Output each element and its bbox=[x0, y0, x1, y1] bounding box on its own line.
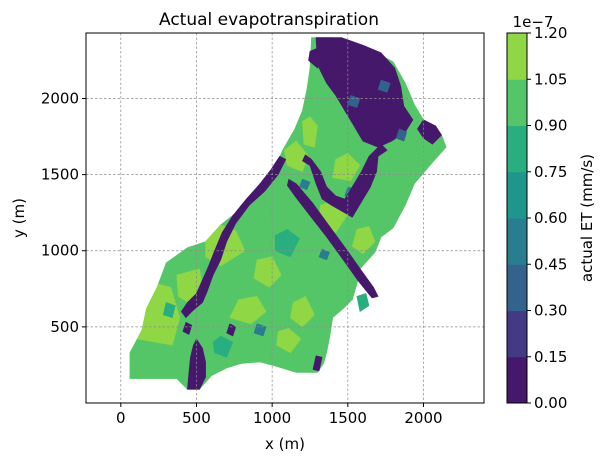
colorbar-band-0 bbox=[507, 356, 527, 404]
colorbar-tick-label-8: 1.20 bbox=[534, 24, 567, 42]
plot-frame bbox=[85, 32, 485, 404]
colorbar-tick-label-0: 0.00 bbox=[534, 394, 567, 412]
y-tick-label-3: 2000 bbox=[41, 89, 79, 107]
y-axis-label: y (m) bbox=[10, 198, 28, 238]
colorbar-tick-label-6: 0.90 bbox=[534, 117, 567, 135]
colorbar-tick-label-7: 1.05 bbox=[534, 70, 567, 88]
x-tick-label-1: 500 bbox=[182, 409, 211, 427]
contour-region-34 bbox=[395, 128, 408, 142]
colorbar-band-6 bbox=[507, 79, 527, 126]
contour-region-10 bbox=[283, 140, 309, 172]
contour-region-29 bbox=[182, 321, 193, 335]
contour-region-33 bbox=[377, 79, 391, 93]
colorbar-tick-label-5: 0.75 bbox=[534, 163, 567, 181]
colorbar-scale-label: 1e−7 bbox=[513, 13, 554, 31]
contour-region-16 bbox=[356, 293, 370, 312]
contour-region-8 bbox=[351, 226, 376, 255]
contour-region-28 bbox=[187, 338, 206, 390]
y-tick-label-1: 1000 bbox=[41, 242, 79, 260]
contour-region-31 bbox=[312, 355, 323, 372]
colorbar-tick-label-1: 0.15 bbox=[534, 348, 567, 366]
plot-area bbox=[85, 32, 485, 404]
contour-region-6 bbox=[289, 296, 315, 328]
colorbar-label: actual ET (mm/s) bbox=[578, 154, 596, 282]
contour-fills bbox=[129, 37, 447, 390]
colorbar-band-3 bbox=[507, 218, 527, 265]
colorbar-bands bbox=[507, 33, 527, 404]
colorbar-tick-label-4: 0.60 bbox=[534, 209, 567, 227]
contour-region-14 bbox=[212, 335, 234, 358]
colorbar-band-4 bbox=[507, 171, 527, 219]
y-axis: 500 1000 1500 2000 bbox=[41, 89, 86, 336]
x-axis-label: x (m) bbox=[265, 435, 305, 453]
contour-region-4 bbox=[253, 256, 282, 288]
colorbar: 0.00 0.15 0.30 0.45 0.60 0.75 0.90 1.05 1.20 1e−… bbox=[506, 13, 596, 412]
colorbar-tick-label-3: 0.45 bbox=[534, 255, 567, 273]
x-tick-label-3: 1500 bbox=[329, 409, 367, 427]
contour-region-15 bbox=[162, 302, 176, 319]
colorbar-band-2 bbox=[507, 264, 527, 311]
contour-region-26 bbox=[286, 178, 379, 299]
colorbar-tick-label-2: 0.30 bbox=[534, 302, 567, 320]
colorbar-band-7 bbox=[507, 33, 527, 80]
colorbar-ticks: 0.00 0.15 0.30 0.45 0.60 0.75 0.90 1.05 1.20 bbox=[527, 24, 567, 412]
x-axis: 0 500 1000 1500 2000 bbox=[116, 403, 443, 427]
contour-region-19 bbox=[299, 178, 311, 191]
contour-region-12 bbox=[276, 328, 302, 354]
contour-region-11 bbox=[302, 116, 318, 148]
contour-region-27 bbox=[181, 156, 287, 319]
contour-region-18 bbox=[318, 248, 330, 261]
colorbar-band-5 bbox=[507, 125, 527, 173]
chart-title: Actual evapotranspiration bbox=[159, 10, 379, 30]
x-tick-label-2: 1000 bbox=[253, 409, 291, 427]
contour-region-5 bbox=[229, 296, 267, 325]
contour-region-23 bbox=[356, 110, 379, 136]
y-tick-label-2: 1500 bbox=[41, 166, 79, 184]
y-tick-label-0: 500 bbox=[50, 318, 79, 336]
contour-region-22 bbox=[417, 119, 442, 145]
contour-region-25 bbox=[302, 143, 388, 218]
contour-region-9 bbox=[332, 153, 361, 181]
colorbar-band-1 bbox=[507, 310, 527, 358]
contour-region-1 bbox=[137, 283, 181, 346]
x-tick-label-4: 2000 bbox=[404, 409, 442, 427]
grid-lines bbox=[86, 33, 484, 403]
x-tick-label-0: 0 bbox=[116, 409, 126, 427]
contour-region-24 bbox=[308, 47, 324, 69]
contour-region-13 bbox=[274, 229, 300, 258]
